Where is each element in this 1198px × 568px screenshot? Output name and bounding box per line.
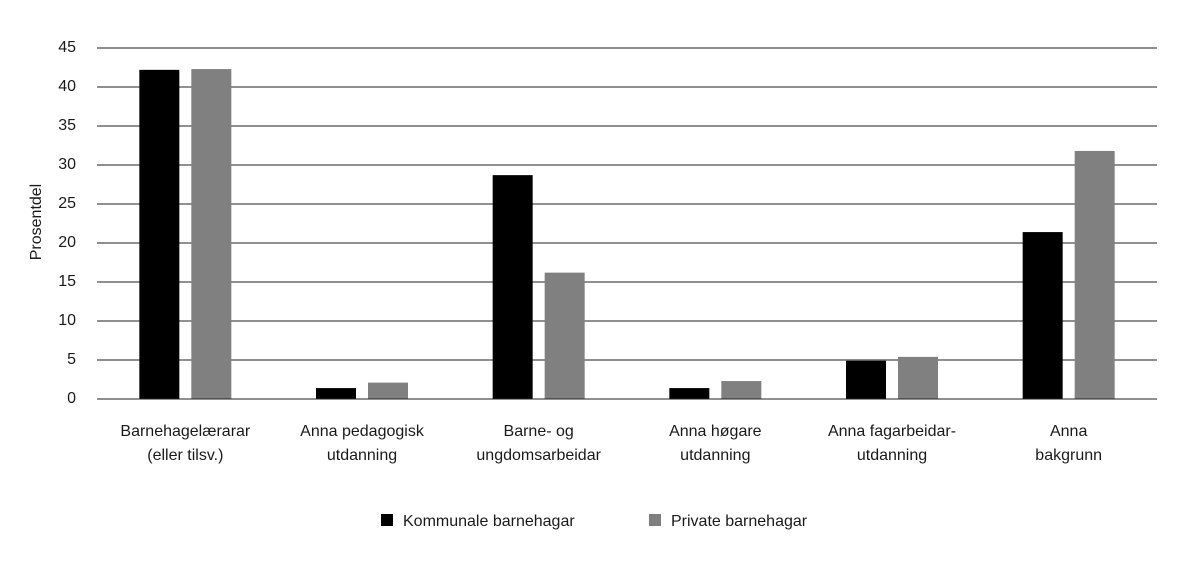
bar-private-1: [368, 382, 408, 399]
x-category-label: Barne- og: [504, 423, 574, 440]
x-category-label: utdanning: [857, 447, 927, 464]
y-tick-label: 30: [58, 156, 76, 173]
x-category-label: (eller tilsv.): [147, 447, 223, 464]
bar-private-5: [1074, 150, 1115, 399]
legend-label: Kommunale barnehagar: [403, 513, 575, 530]
x-category-label: ungdomsarbeidar: [476, 447, 601, 464]
x-category-label: Barnehagelærarar: [120, 423, 251, 440]
y-tick-label: 45: [58, 39, 76, 56]
x-category-label: utdanning: [680, 447, 750, 464]
bar-private-2: [544, 272, 585, 399]
x-axis-category-labels: Barnehagelærarar (eller tilsv.) Anna pedag…: [120, 423, 1102, 464]
y-tick-label: 5: [67, 351, 76, 368]
bar-kommunale-1: [316, 388, 356, 399]
x-category-label: Anna pedagogisk: [300, 423, 425, 440]
y-tick-label: 10: [58, 312, 76, 329]
legend-swatch: [649, 514, 661, 526]
bar-kommunale-5: [1022, 232, 1063, 399]
y-tick-label: 0: [67, 390, 76, 407]
y-axis-ticks: 0 5 10 15 20 25 30 35 40 45: [58, 39, 76, 407]
bars: [139, 69, 1115, 399]
y-tick-label: 20: [58, 234, 76, 251]
bar-private-4: [898, 356, 938, 399]
legend: Kommunale barnehagar Private barnehagar: [381, 513, 808, 530]
x-category-label: bakgrunn: [1035, 447, 1102, 464]
bar-kommunale-0: [139, 69, 180, 399]
bar-kommunale-4: [846, 360, 886, 399]
legend-label: Private barnehagar: [671, 513, 808, 530]
x-category-label: Anna høgare: [669, 423, 762, 440]
x-category-label: Anna fagarbeidar-: [828, 423, 956, 440]
x-category-label: utdanning: [327, 447, 397, 464]
bar-private-0: [191, 69, 232, 399]
y-tick-label: 40: [58, 78, 76, 95]
y-tick-label: 25: [58, 195, 76, 212]
y-axis-label: Prosentdel: [28, 184, 45, 261]
y-tick-label: 15: [58, 273, 76, 290]
legend-swatch: [381, 514, 393, 526]
x-category-label: Anna: [1050, 423, 1087, 440]
bar-kommunale-2: [492, 175, 533, 399]
gridlines: [97, 47, 1157, 361]
bar-kommunale-3: [669, 388, 710, 399]
y-tick-label: 35: [58, 117, 76, 134]
bar-private-3: [721, 381, 762, 399]
